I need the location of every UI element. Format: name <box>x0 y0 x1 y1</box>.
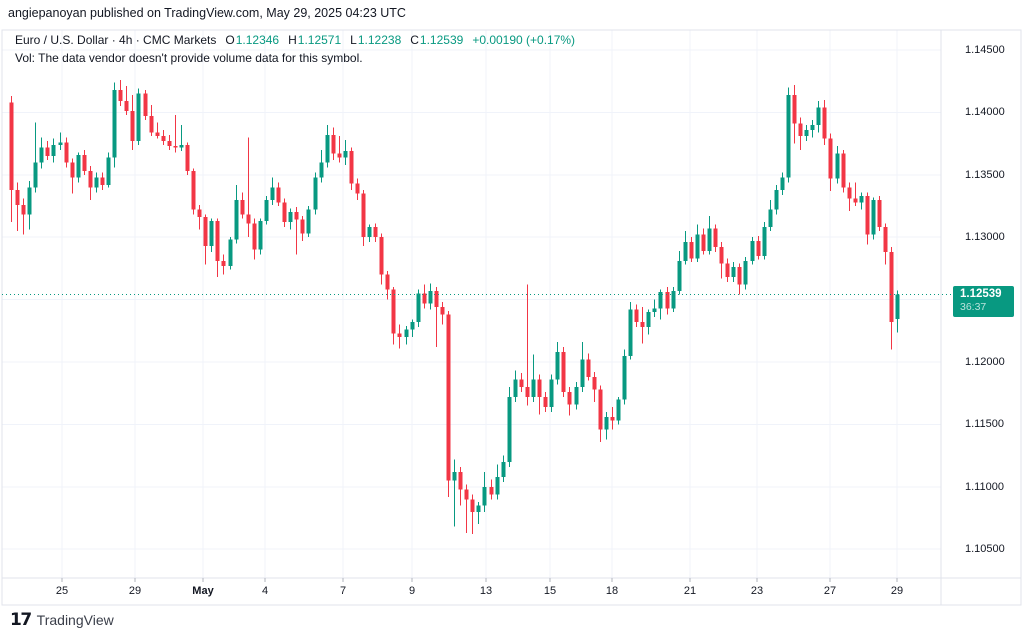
time-tick-label: 27 <box>823 585 837 597</box>
symbol-title[interactable]: Euro / U.S. Dollar · 4h · CMC Markets <box>15 33 217 47</box>
time-tick-label: 7 <box>339 585 347 597</box>
ohlc-open: O 1.12346 <box>225 33 280 47</box>
tradingview-logo[interactable]: 17 TradingView <box>10 610 114 630</box>
price-tick-label: 1.14000 <box>965 106 1005 119</box>
candle-countdown: 36:37 <box>960 300 987 313</box>
tradingview-logo-text: TradingView <box>36 612 114 628</box>
time-tick-label: 23 <box>750 585 764 597</box>
time-tick-label: May <box>192 585 214 597</box>
ohlc-close: C 1.12539 <box>410 33 464 47</box>
last-price-value: 1.12539 <box>960 287 1002 300</box>
time-tick-label: 29 <box>890 585 904 597</box>
ohlc-high: H 1.12571 <box>288 33 342 47</box>
price-tick-label: 1.11500 <box>965 418 1004 431</box>
ohlc-low: L 1.12238 <box>350 33 402 47</box>
tradingview-logo-icon: 17 <box>10 610 32 630</box>
time-tick-label: 18 <box>605 585 619 597</box>
volume-indicator-message: Vol: The data vendor doesn't provide vol… <box>15 51 363 65</box>
time-tick-label: 13 <box>479 585 493 597</box>
attribution-text: angiepanoyan published on TradingView.co… <box>8 6 406 20</box>
time-tick-label: 15 <box>543 585 557 597</box>
time-tick-label: 4 <box>261 585 269 597</box>
price-tick-label: 1.10500 <box>965 543 1005 556</box>
time-tick-label: 9 <box>408 585 416 597</box>
time-tick-label: 25 <box>55 585 69 597</box>
price-tick-label: 1.13500 <box>965 168 1005 181</box>
time-tick-label: 21 <box>683 585 697 597</box>
last-price-badge: 1.12539 36:37 <box>953 285 1014 317</box>
price-change: +0.00190 (+0.17%) <box>472 33 576 47</box>
price-tick-label: 1.11000 <box>965 480 1004 493</box>
price-tick-label: 1.12000 <box>965 356 1005 368</box>
price-tick-label: 1.14500 <box>965 44 1005 56</box>
price-tick-label: 1.13000 <box>965 231 1005 244</box>
time-tick-label: 29 <box>128 585 142 597</box>
